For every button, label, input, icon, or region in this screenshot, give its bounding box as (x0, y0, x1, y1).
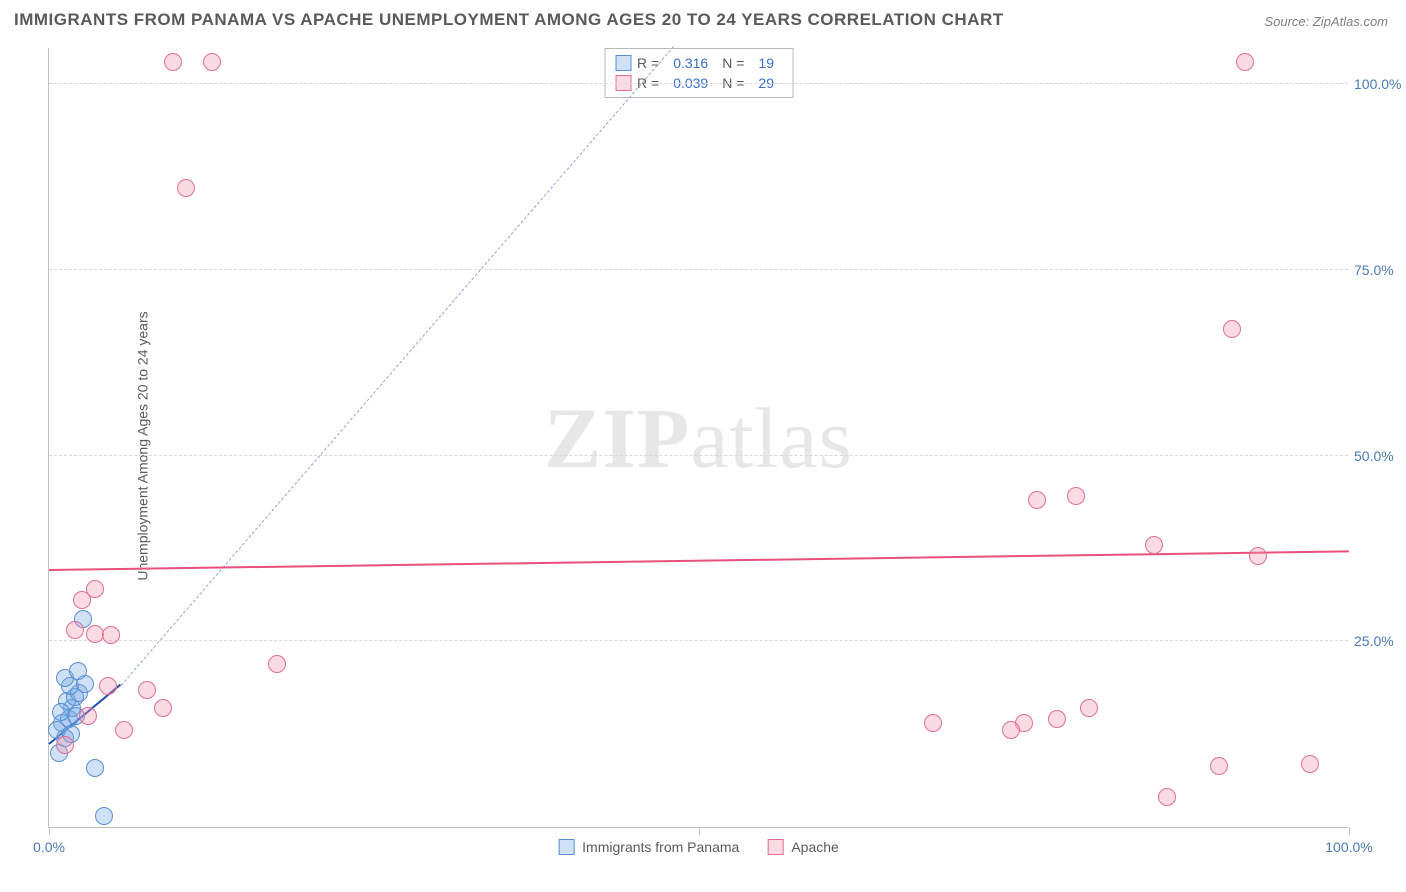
y-tick-label: 75.0% (1354, 262, 1406, 278)
data-point (1080, 699, 1098, 717)
data-point (1210, 757, 1228, 775)
x-tick (1349, 827, 1350, 835)
data-point (73, 591, 91, 609)
data-point (69, 662, 87, 680)
r-value: 0.316 (673, 55, 708, 71)
gridline (49, 640, 1348, 641)
data-point (79, 707, 97, 725)
y-tick-label: 100.0% (1354, 76, 1406, 92)
data-point (924, 714, 942, 732)
data-point (1048, 710, 1066, 728)
x-tick (49, 827, 50, 835)
data-point (1067, 487, 1085, 505)
watermark: ZIPatlas (544, 388, 853, 488)
legend-item: Immigrants from Panama (558, 839, 739, 855)
data-point (154, 699, 172, 717)
x-tick-label: 100.0% (1325, 839, 1372, 855)
correlation-legend: R =0.316N =19R =0.039N =29 (604, 48, 793, 98)
legend-swatch (767, 839, 783, 855)
data-point (138, 681, 156, 699)
legend-row: R = 0.316 N = 19 (615, 53, 782, 73)
data-point (56, 736, 74, 754)
watermark-light: atlas (690, 390, 853, 486)
x-tick-label: 0.0% (33, 839, 65, 855)
data-point (1249, 547, 1267, 565)
series-legend: Immigrants from Panama Apache (558, 839, 839, 855)
data-point (115, 721, 133, 739)
r-label: R = (637, 55, 659, 71)
data-point (268, 655, 286, 673)
n-label: N = (722, 55, 744, 71)
legend-swatch (558, 839, 574, 855)
data-point (164, 53, 182, 71)
watermark-bold: ZIP (544, 390, 690, 486)
y-tick-label: 50.0% (1354, 448, 1406, 464)
plot-area: ZIPatlas R =0.316N =19R =0.039N =29 Immi… (48, 48, 1348, 828)
data-point (1301, 755, 1319, 773)
data-point (95, 807, 113, 825)
data-point (1145, 536, 1163, 554)
chart-title: IMMIGRANTS FROM PANAMA VS APACHE UNEMPLO… (14, 10, 1004, 30)
data-point (1002, 721, 1020, 739)
data-point (86, 759, 104, 777)
data-point (203, 53, 221, 71)
data-point (99, 677, 117, 695)
data-point (86, 625, 104, 643)
n-value: 19 (758, 55, 774, 71)
legend-swatch (615, 55, 631, 71)
trend-line (120, 46, 673, 686)
y-tick-label: 25.0% (1354, 633, 1406, 649)
data-point (177, 179, 195, 197)
data-point (1158, 788, 1176, 806)
source-label: Source: ZipAtlas.com (1264, 14, 1388, 29)
data-point (1223, 320, 1241, 338)
data-point (1236, 53, 1254, 71)
gridline (49, 83, 1348, 84)
data-point (102, 626, 120, 644)
legend-item: Apache (767, 839, 838, 855)
x-tick (699, 827, 700, 835)
gridline (49, 455, 1348, 456)
legend-label: Immigrants from Panama (582, 839, 739, 855)
data-point (66, 621, 84, 639)
data-point (1028, 491, 1046, 509)
gridline (49, 269, 1348, 270)
legend-label: Apache (791, 839, 838, 855)
